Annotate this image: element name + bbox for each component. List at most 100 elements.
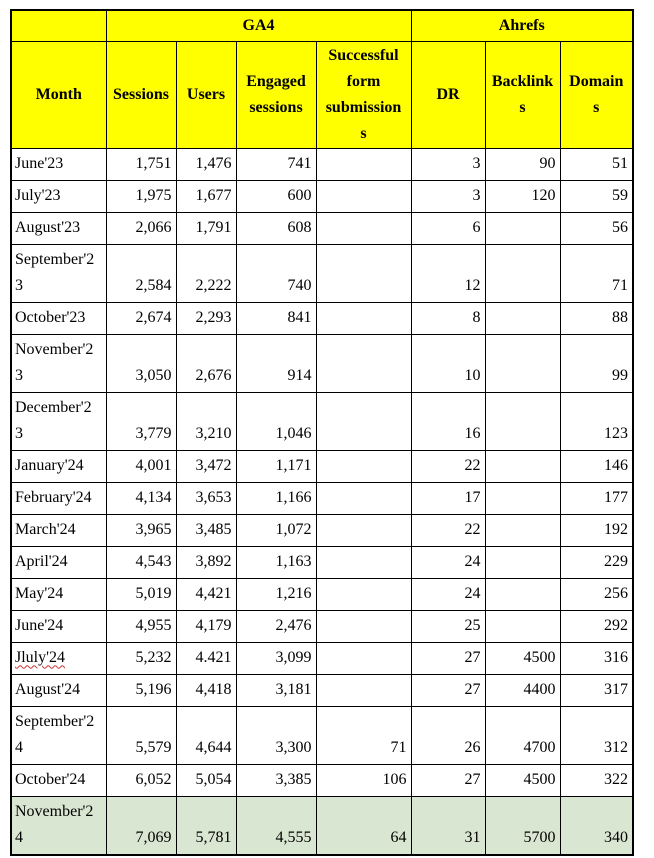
cell-month[interactable]: November'24 bbox=[10, 795, 107, 855]
cell-month[interactable]: September'24 bbox=[10, 705, 107, 765]
cell-sessions[interactable]: 2,066 bbox=[105, 211, 177, 245]
cell-dr[interactable]: 22 bbox=[410, 449, 486, 483]
cell-sessions[interactable]: 7,069 bbox=[105, 795, 177, 855]
cell-form-submissions[interactable] bbox=[315, 673, 412, 707]
cell-form-submissions[interactable] bbox=[315, 211, 412, 245]
cell-month[interactable]: October'23 bbox=[10, 301, 107, 335]
cell-form-submissions[interactable] bbox=[315, 301, 412, 335]
cell-domains[interactable]: 59 bbox=[559, 179, 634, 213]
cell-domains[interactable]: 322 bbox=[559, 763, 634, 797]
cell-engaged-sessions[interactable]: 740 bbox=[235, 243, 317, 303]
cell-domains[interactable]: 99 bbox=[559, 333, 634, 393]
cell-users[interactable]: 5,054 bbox=[175, 763, 237, 797]
cell-form-submissions[interactable] bbox=[315, 577, 412, 611]
cell-form-submissions[interactable] bbox=[315, 179, 412, 213]
cell-month[interactable]: August'23 bbox=[10, 211, 107, 245]
cell-users[interactable]: 3,653 bbox=[175, 481, 237, 515]
cell-form-submissions[interactable] bbox=[315, 391, 412, 451]
cell-backlinks[interactable] bbox=[484, 609, 561, 643]
cell-engaged-sessions[interactable]: 3,300 bbox=[235, 705, 317, 765]
cell-domains[interactable]: 88 bbox=[559, 301, 634, 335]
cell-domains[interactable]: 192 bbox=[559, 513, 634, 547]
cell-domains[interactable]: 51 bbox=[559, 147, 634, 181]
cell-users[interactable]: 4,644 bbox=[175, 705, 237, 765]
cell-form-submissions[interactable]: 71 bbox=[315, 705, 412, 765]
cell-sessions[interactable]: 1,751 bbox=[105, 147, 177, 181]
cell-month[interactable]: July'23 bbox=[10, 179, 107, 213]
cell-backlinks[interactable]: 4500 bbox=[484, 641, 561, 675]
cell-domains[interactable]: 256 bbox=[559, 577, 634, 611]
cell-domains[interactable]: 71 bbox=[559, 243, 634, 303]
cell-form-submissions[interactable] bbox=[315, 641, 412, 675]
col-header-engaged-sessions[interactable]: Engaged sessions bbox=[235, 40, 317, 149]
cell-backlinks[interactable] bbox=[484, 391, 561, 451]
cell-dr[interactable]: 17 bbox=[410, 481, 486, 515]
cell-backlinks[interactable]: 120 bbox=[484, 179, 561, 213]
col-header-dr[interactable]: DR bbox=[410, 40, 486, 149]
cell-backlinks[interactable] bbox=[484, 211, 561, 245]
cell-dr[interactable]: 27 bbox=[410, 673, 486, 707]
cell-dr[interactable]: 16 bbox=[410, 391, 486, 451]
cell-backlinks[interactable] bbox=[484, 513, 561, 547]
cell-dr[interactable]: 6 bbox=[410, 211, 486, 245]
cell-engaged-sessions[interactable]: 600 bbox=[235, 179, 317, 213]
cell-backlinks[interactable] bbox=[484, 481, 561, 515]
cell-engaged-sessions[interactable]: 3,181 bbox=[235, 673, 317, 707]
cell-engaged-sessions[interactable]: 608 bbox=[235, 211, 317, 245]
cell-domains[interactable]: 340 bbox=[559, 795, 634, 855]
cell-sessions[interactable]: 5,579 bbox=[105, 705, 177, 765]
cell-dr[interactable]: 12 bbox=[410, 243, 486, 303]
cell-backlinks[interactable] bbox=[484, 301, 561, 335]
cell-sessions[interactable]: 3,965 bbox=[105, 513, 177, 547]
cell-month[interactable]: May'24 bbox=[10, 577, 107, 611]
cell-form-submissions[interactable] bbox=[315, 545, 412, 579]
cell-form-submissions[interactable] bbox=[315, 513, 412, 547]
cell-users[interactable]: 4,179 bbox=[175, 609, 237, 643]
col-header-form-submissions[interactable]: Successful form submissions bbox=[315, 40, 412, 149]
cell-month[interactable]: June'23 bbox=[10, 147, 107, 181]
cell-dr[interactable]: 24 bbox=[410, 545, 486, 579]
cell-domains[interactable]: 56 bbox=[559, 211, 634, 245]
cell-dr[interactable]: 25 bbox=[410, 609, 486, 643]
cell-engaged-sessions[interactable]: 1,216 bbox=[235, 577, 317, 611]
cell-backlinks[interactable]: 4700 bbox=[484, 705, 561, 765]
cell-engaged-sessions[interactable]: 4,555 bbox=[235, 795, 317, 855]
cell-sessions[interactable]: 5,232 bbox=[105, 641, 177, 675]
cell-sessions[interactable]: 4,543 bbox=[105, 545, 177, 579]
cell-sessions[interactable]: 3,050 bbox=[105, 333, 177, 393]
cell-sessions[interactable]: 4,001 bbox=[105, 449, 177, 483]
cell-users[interactable]: 4,418 bbox=[175, 673, 237, 707]
cell-sessions[interactable]: 6,052 bbox=[105, 763, 177, 797]
cell-form-submissions[interactable]: 106 bbox=[315, 763, 412, 797]
cell-users[interactable]: 4,421 bbox=[175, 577, 237, 611]
cell-users[interactable]: 1,791 bbox=[175, 211, 237, 245]
cell-users[interactable]: 3,472 bbox=[175, 449, 237, 483]
cell-engaged-sessions[interactable]: 1,163 bbox=[235, 545, 317, 579]
group-header-ahrefs[interactable]: Ahrefs bbox=[410, 9, 634, 42]
cell-domains[interactable]: 316 bbox=[559, 641, 634, 675]
cell-sessions[interactable]: 5,196 bbox=[105, 673, 177, 707]
cell-month[interactable]: September'23 bbox=[10, 243, 107, 303]
cell-domains[interactable]: 177 bbox=[559, 481, 634, 515]
cell-month[interactable]: March'24 bbox=[10, 513, 107, 547]
cell-engaged-sessions[interactable]: 2,476 bbox=[235, 609, 317, 643]
cell-domains[interactable]: 229 bbox=[559, 545, 634, 579]
cell-dr[interactable]: 10 bbox=[410, 333, 486, 393]
cell-users[interactable]: 3,485 bbox=[175, 513, 237, 547]
cell-dr[interactable]: 26 bbox=[410, 705, 486, 765]
cell-users[interactable]: 2,222 bbox=[175, 243, 237, 303]
cell-backlinks[interactable]: 5700 bbox=[484, 795, 561, 855]
cell-users[interactable]: 4.421 bbox=[175, 641, 237, 675]
cell-form-submissions[interactable] bbox=[315, 449, 412, 483]
cell-domains[interactable]: 123 bbox=[559, 391, 634, 451]
cell-sessions[interactable]: 2,584 bbox=[105, 243, 177, 303]
cell-engaged-sessions[interactable]: 1,171 bbox=[235, 449, 317, 483]
cell-month[interactable]: February'24 bbox=[10, 481, 107, 515]
cell-engaged-sessions[interactable]: 1,166 bbox=[235, 481, 317, 515]
cell-dr[interactable]: 27 bbox=[410, 641, 486, 675]
cell-backlinks[interactable] bbox=[484, 545, 561, 579]
cell-month[interactable]: December'23 bbox=[10, 391, 107, 451]
cell-users[interactable]: 3,210 bbox=[175, 391, 237, 451]
cell-sessions[interactable]: 2,674 bbox=[105, 301, 177, 335]
cell-sessions[interactable]: 1,975 bbox=[105, 179, 177, 213]
